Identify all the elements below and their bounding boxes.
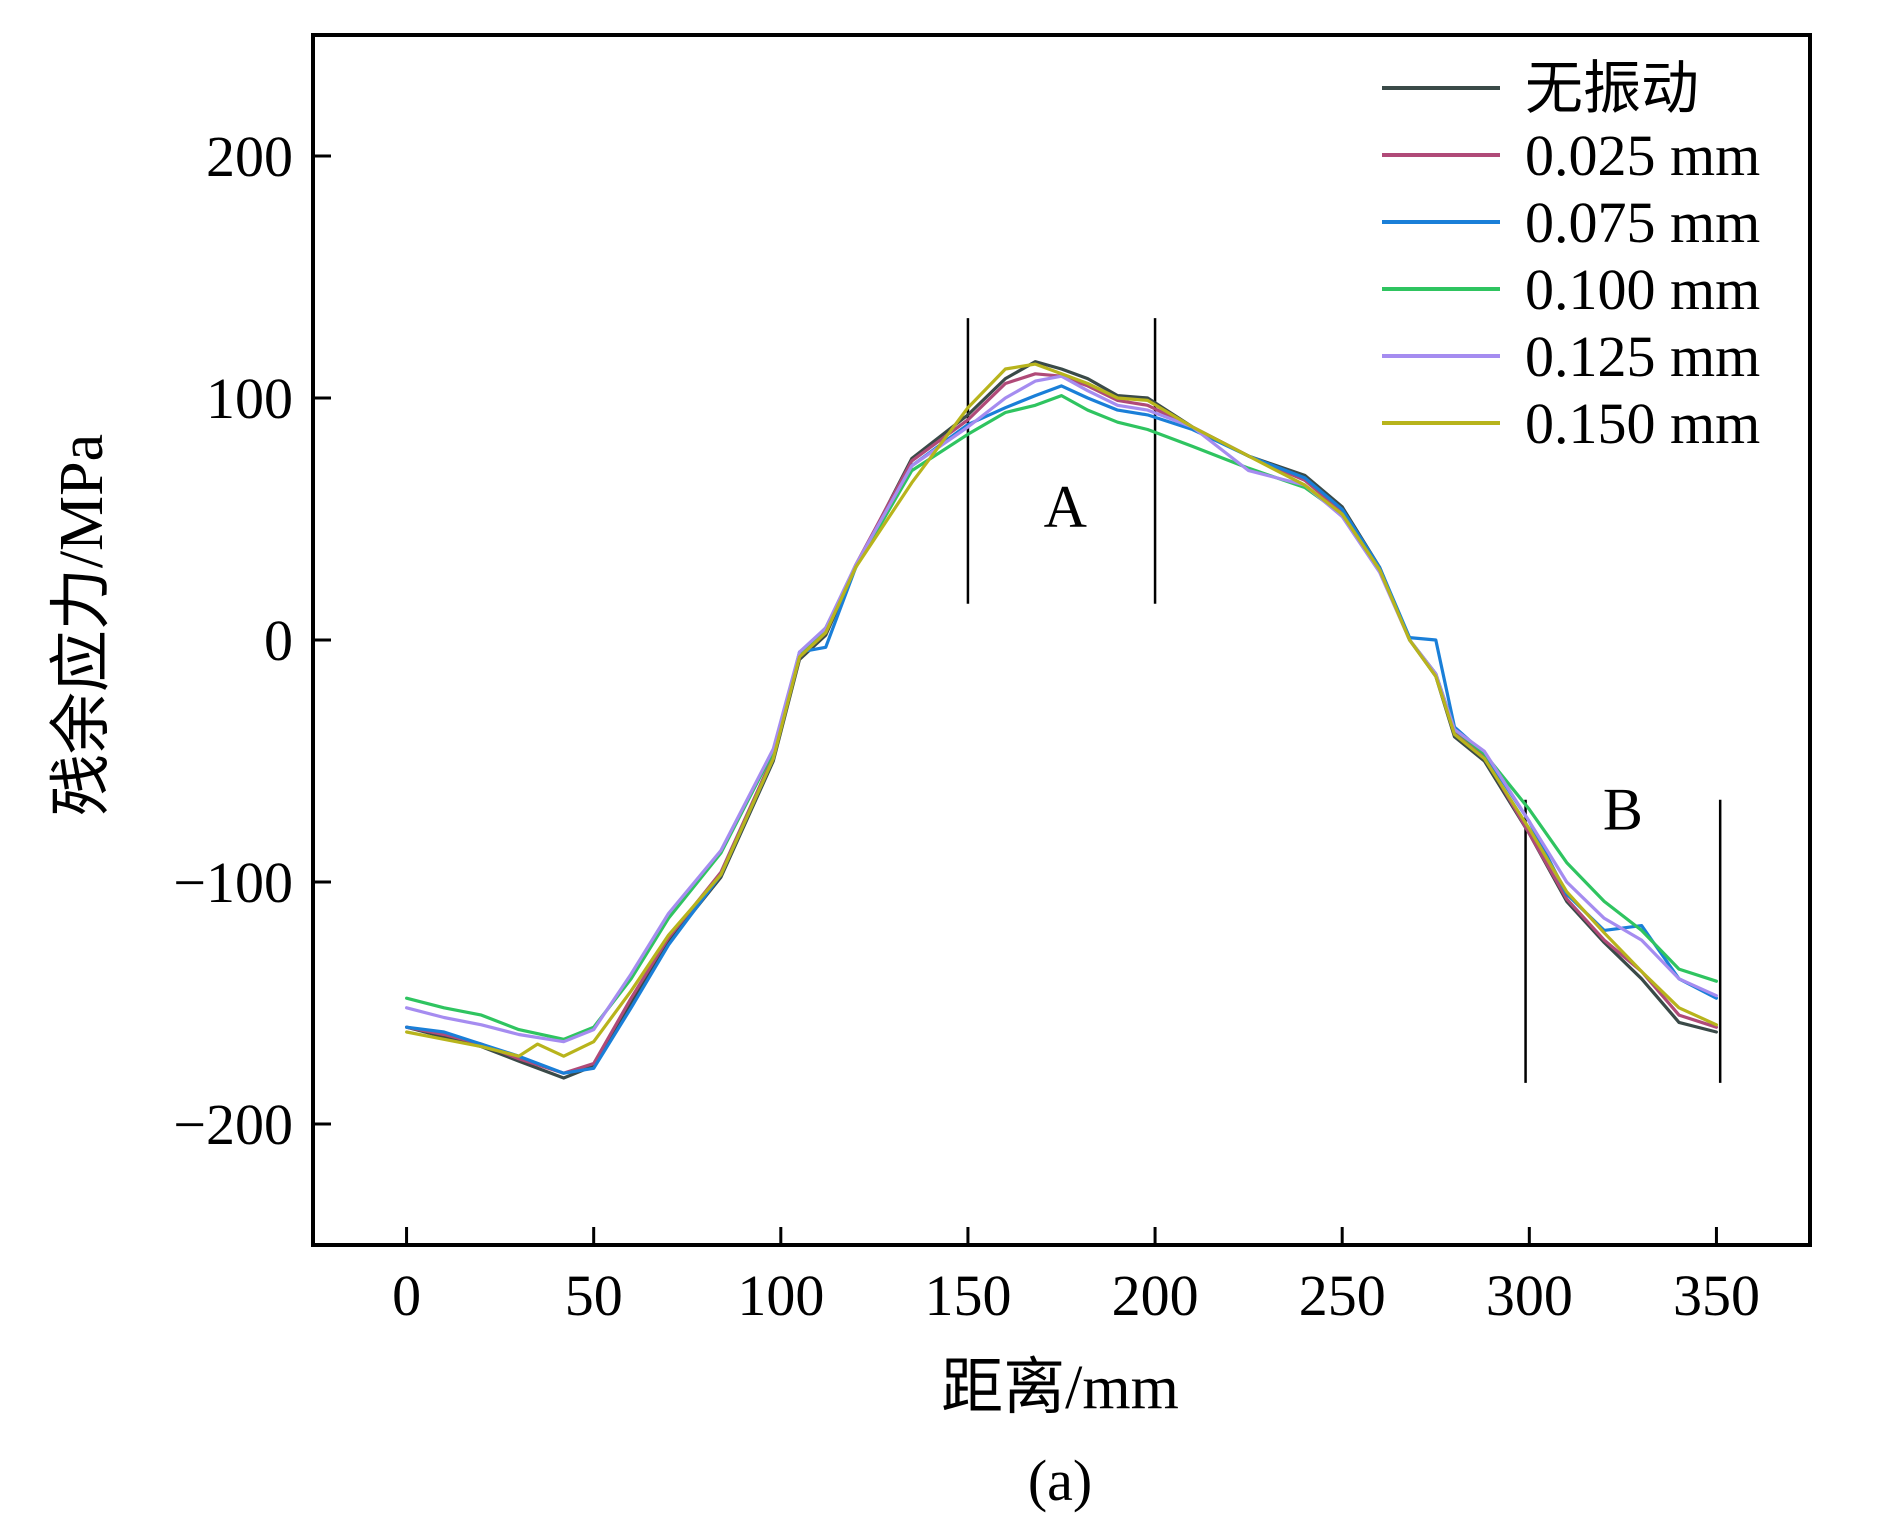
region-b-label: B <box>1603 776 1643 842</box>
y-tick-label: 0 <box>264 608 293 673</box>
x-tick-label: 350 <box>1673 1263 1760 1328</box>
legend-label: 0.025 mm <box>1525 123 1760 188</box>
region-markers: AB <box>966 318 1722 1083</box>
legend-label: 0.125 mm <box>1525 324 1760 389</box>
series-line-4 <box>405 374 1719 1044</box>
y-tick-label: 100 <box>206 366 293 431</box>
legend-label: 无振动 <box>1525 56 1699 121</box>
x-tick-label: 150 <box>924 1263 1011 1328</box>
y-tick-label: 200 <box>206 124 293 189</box>
series-line-0 <box>405 360 1719 1080</box>
series-lines <box>405 360 1719 1080</box>
legend-label: 0.100 mm <box>1525 257 1760 322</box>
x-tick-label: 200 <box>1112 1263 1199 1328</box>
legend-label: 0.150 mm <box>1525 391 1760 456</box>
figure-caption: (a) <box>1028 1448 1092 1513</box>
legend-label: 0.075 mm <box>1525 190 1760 255</box>
x-tick-label: 100 <box>737 1263 824 1328</box>
y-axis-label: 残余应力/MPa <box>48 434 116 816</box>
series-line-5 <box>405 362 1719 1058</box>
x-tick-label: 250 <box>1299 1263 1386 1328</box>
y-tick-label: −100 <box>173 850 293 915</box>
x-tick-label: 50 <box>565 1263 623 1328</box>
x-axis-label: 距离/mm <box>941 1354 1179 1422</box>
x-tick-label: 300 <box>1486 1263 1573 1328</box>
x-tick-label: 0 <box>392 1263 421 1328</box>
y-tick-label: −200 <box>173 1092 293 1157</box>
axis-ticks: 0 50 100 150 200 250 300 350 −200 −100 0 100 200 <box>173 124 1760 1328</box>
region-a-label: A <box>1044 474 1087 540</box>
